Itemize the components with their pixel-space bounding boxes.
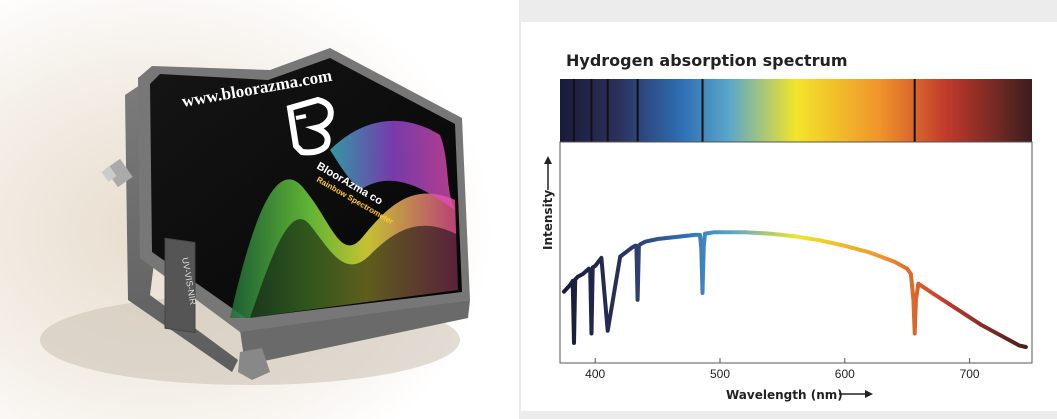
- chart-title: Hydrogen absorption spectrum: [566, 51, 848, 70]
- y-axis-label: Intensity: [541, 190, 555, 250]
- series-intensity-line: [562, 230, 1028, 349]
- x-tick-label: 700: [960, 367, 980, 381]
- product-photo: UV-VIS-NIR www.bloorazma.com BloorAzma c…: [0, 0, 519, 419]
- spectrum-band: [560, 79, 1032, 142]
- spectrum-chart-panel: Hydrogen absorption spectrum 400 500 600 70…: [521, 22, 1057, 411]
- spectrometer-illustration: UV-VIS-NIR www.bloorazma.com BloorAzma c…: [0, 0, 519, 419]
- x-tick-label: 400: [585, 367, 605, 381]
- y-axis-label-group: Intensity: [541, 156, 555, 250]
- plot-frame: [559, 141, 1033, 364]
- absorption-lines: [572, 79, 916, 142]
- x-axis-label: Wavelength (nm): [726, 388, 843, 402]
- y-axis-arrow-icon: [544, 156, 552, 164]
- x-tick-label: 600: [835, 367, 855, 381]
- x-tick-label: 500: [710, 367, 730, 381]
- brand-logo: [286, 96, 334, 156]
- spectrum-chart: Hydrogen absorption spectrum 400 500 600 70…: [541, 51, 1033, 402]
- x-axis-arrow-icon: [865, 390, 873, 398]
- x-axis-ticks: 400 500 600 700: [585, 358, 980, 381]
